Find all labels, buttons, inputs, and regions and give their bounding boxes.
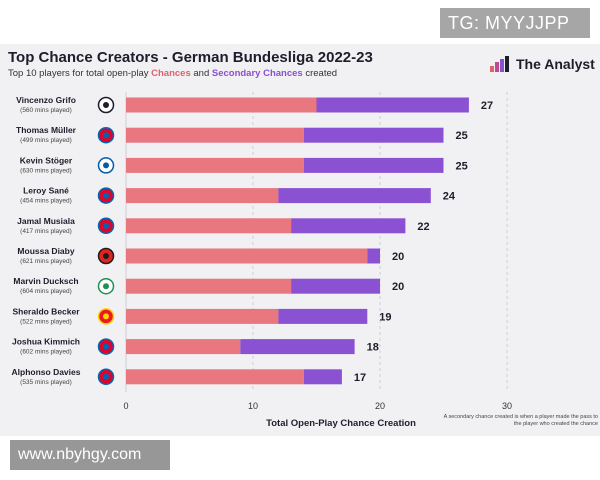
minutes-played: (499 mins played) <box>20 137 72 144</box>
bar-row: Jamal Musiala (417 mins played) 22 <box>17 216 429 235</box>
player-name: Vincenzo Grifo <box>16 95 76 105</box>
bar-secondary-chances <box>278 188 431 204</box>
total-label: 20 <box>392 251 404 263</box>
minutes-played: (621 mins played) <box>20 258 72 265</box>
bar-row: Alphonso Davies (535 mins played) 17 <box>12 367 367 386</box>
minutes-played: (602 mins played) <box>20 349 72 356</box>
minutes-played: (417 mins played) <box>20 228 72 235</box>
bayern-crest-icon <box>97 368 115 386</box>
footnote: A secondary chance created is when a pla… <box>443 414 598 428</box>
bar-row: Moussa Diaby (621 mins played) 20 <box>17 246 404 265</box>
x-tick-label: 30 <box>502 401 512 411</box>
bar-chances <box>126 339 241 355</box>
x-tick-label: 10 <box>248 401 258 411</box>
total-label: 19 <box>379 311 391 323</box>
freiburg-crest-icon <box>97 96 115 114</box>
bayern-crest-icon <box>97 187 115 204</box>
legend-chances: Chances <box>151 68 191 79</box>
bar-row: Marvin Ducksch (604 mins played) 20 <box>13 276 404 295</box>
legend-secondary-chances: Secondary Chances <box>211 68 303 79</box>
bar-chances <box>126 248 368 264</box>
total-label: 25 <box>456 160 468 172</box>
bar-row: Sheraldo Becker (522 mins played) 19 <box>12 306 391 325</box>
total-label: 25 <box>456 130 468 142</box>
player-name: Alphonso Davies <box>12 367 81 377</box>
bar-chances <box>126 97 317 113</box>
total-label: 22 <box>417 221 429 233</box>
bar-secondary-chances <box>303 127 444 143</box>
x-axis-label: Total Open-Play Chance Creation <box>266 418 416 429</box>
bar-secondary-chances <box>316 97 469 113</box>
bar-chances <box>126 127 304 143</box>
player-name: Marvin Ducksch <box>13 276 78 286</box>
bar-secondary-chances <box>303 157 444 173</box>
player-name: Kevin Stöger <box>20 155 73 165</box>
analyst-logo-icon <box>490 56 509 72</box>
player-name: Jamal Musiala <box>17 216 75 226</box>
bar-chances <box>126 369 304 385</box>
x-tick-label: 20 <box>375 401 385 411</box>
chart-title: Top Chance Creators - German Bundesliga … <box>8 49 373 66</box>
bar-secondary-chances <box>303 369 342 385</box>
player-name: Joshua Kimmich <box>12 337 80 347</box>
player-name: Sheraldo Becker <box>12 306 80 316</box>
bar-row: Leroy Sané (454 mins played) 24 <box>20 186 456 205</box>
bar-chances <box>126 218 292 234</box>
bar-chances <box>126 157 304 173</box>
bar-chances <box>126 188 279 204</box>
minutes-played: (535 mins played) <box>20 379 72 386</box>
bremen-crest-icon <box>97 277 115 295</box>
brand-name: The Analyst <box>516 56 595 72</box>
bar-row: Kevin Stöger (630 mins played) 25 <box>20 155 468 174</box>
minutes-played: (604 mins played) <box>20 288 72 295</box>
bar-secondary-chances <box>367 248 380 264</box>
bar-row: Vincenzo Grifo (560 mins played) 27 <box>16 95 493 114</box>
bar-secondary-chances <box>291 278 380 294</box>
bar-chances <box>126 308 279 324</box>
bayern-crest-icon <box>97 126 115 144</box>
total-label: 18 <box>367 342 379 354</box>
bar-chances <box>126 278 292 294</box>
union-berlin-crest-icon <box>97 308 115 325</box>
player-name: Leroy Sané <box>23 186 69 196</box>
player-name: Thomas Müller <box>16 125 77 135</box>
player-name: Moussa Diaby <box>17 246 74 256</box>
bar-secondary-chances <box>240 339 355 355</box>
minutes-played: (560 mins played) <box>20 107 72 114</box>
leverkusen-crest-icon <box>97 247 115 265</box>
total-label: 27 <box>481 100 493 112</box>
minutes-played: (630 mins played) <box>20 167 72 174</box>
bayern-crest-icon <box>97 217 115 235</box>
watermark-top: TG: MYYJJPP <box>440 8 590 38</box>
bar-secondary-chances <box>278 308 368 324</box>
the-analyst-logo: The Analyst <box>490 54 595 74</box>
minutes-played: (454 mins played) <box>20 198 72 205</box>
bar-row: Thomas Müller (499 mins played) 25 <box>16 125 468 144</box>
minutes-played: (522 mins played) <box>20 318 72 325</box>
total-label: 17 <box>354 372 366 384</box>
chart-subtitle: Top 10 players for total open-play Chanc… <box>8 68 338 79</box>
watermark-bottom: www.nbyhgy.com <box>10 440 170 470</box>
bayern-crest-icon <box>97 338 115 355</box>
bochum-crest-icon <box>97 157 115 174</box>
x-tick-label: 0 <box>123 401 128 411</box>
total-label: 24 <box>443 191 456 203</box>
bar-row: Joshua Kimmich (602 mins played) 18 <box>12 337 379 356</box>
bar-secondary-chances <box>291 218 406 234</box>
total-label: 20 <box>392 281 404 293</box>
